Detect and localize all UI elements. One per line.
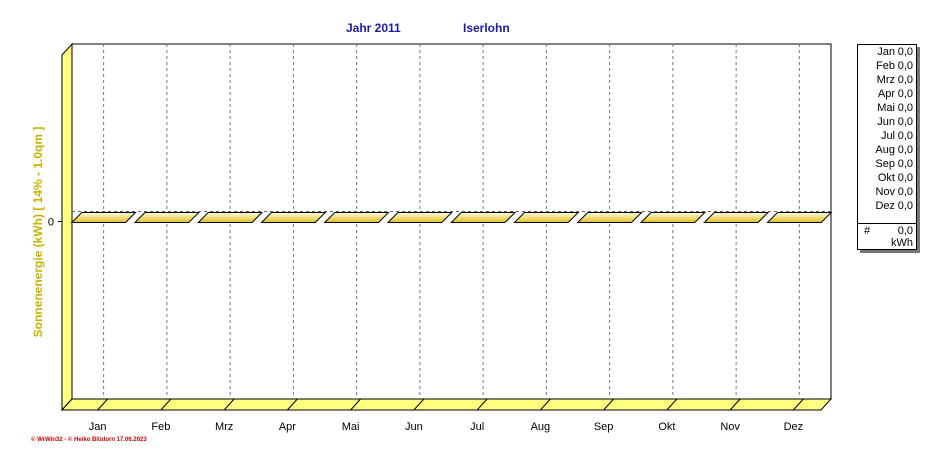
x-tick <box>97 398 108 411</box>
bar <box>513 212 580 223</box>
x-tick <box>729 398 741 411</box>
bar <box>766 212 833 223</box>
legend-row: Okt 0,0 <box>858 171 916 185</box>
legend: Jan 0,0 Feb 0,0 Mrz 0,0 Apr 0,0 Mai 0,0 Jun 0,0 Jul 0… <box>857 44 917 250</box>
legend-total-symbol: # <box>864 225 871 237</box>
x-tick <box>413 398 425 411</box>
x-tick-label: Jun <box>405 421 423 433</box>
bar <box>386 212 453 223</box>
x-tick <box>540 398 551 411</box>
left-wall <box>61 42 73 412</box>
x-tick-label: Jan <box>89 421 107 433</box>
legend-value: 0,0 <box>897 158 913 170</box>
footer-copyright: © WrWin32 - © Heiko Blüdorn 17.06.2023 <box>31 437 147 443</box>
legend-total: # 0,0 kWh <box>858 225 916 249</box>
floor <box>60 398 833 411</box>
legend-month: Mrz <box>876 74 895 86</box>
legend-value: 0,0 <box>897 88 913 100</box>
bar <box>576 212 643 223</box>
legend-unit: kWh <box>891 237 913 249</box>
plot-area <box>71 43 832 400</box>
x-tick-label: Aug <box>531 421 551 433</box>
bar <box>639 212 706 223</box>
legend-value: 0,0 <box>897 46 913 58</box>
legend-month: Jul <box>880 130 895 142</box>
legend-month: Jun <box>877 116 895 128</box>
legend-row: Jul 0,0 <box>858 129 916 143</box>
legend-month: Feb <box>876 60 895 72</box>
legend-row: Nov 0,0 <box>858 185 916 199</box>
legend-value: 0,0 <box>897 130 913 142</box>
x-tick-label: Mrz <box>215 421 233 433</box>
x-tick-label: Mai <box>342 421 360 433</box>
legend-value: 0,0 <box>897 144 913 156</box>
legend-value: 0,0 <box>897 200 913 212</box>
x-tick <box>350 398 361 411</box>
legend-row: Jun 0,0 <box>858 115 916 129</box>
legend-row: Feb 0,0 <box>858 59 916 73</box>
legend-month: Sep <box>875 158 895 170</box>
bar <box>70 212 137 223</box>
legend-row: Mrz 0,0 <box>858 73 916 87</box>
legend-month: Aug <box>875 144 895 156</box>
bar <box>450 212 517 223</box>
legend-month: Apr <box>877 88 895 100</box>
x-tick-label: Jul <box>470 421 484 433</box>
legend-row: Sep 0,0 <box>858 157 916 171</box>
x-tick <box>793 398 804 411</box>
chart-title-location: Iserlohn <box>463 21 510 35</box>
legend-month: Jan <box>877 46 895 58</box>
legend-month: Dez <box>875 200 895 212</box>
x-tick <box>160 398 172 411</box>
bar <box>323 212 390 223</box>
legend-month: Mai <box>877 102 895 114</box>
x-tick-label: Feb <box>151 421 170 433</box>
legend-row: Apr 0,0 <box>858 87 916 101</box>
x-tick-label: Apr <box>279 421 296 433</box>
legend-total-value: 0,0 <box>897 225 913 237</box>
legend-value: 0,0 <box>897 172 913 184</box>
x-tick <box>476 398 488 411</box>
bar <box>197 212 264 223</box>
legend-month: Okt <box>877 172 895 184</box>
legend-row: Dez 0,0 <box>858 199 916 213</box>
bar <box>133 212 200 223</box>
legend-separator <box>858 223 916 224</box>
x-tick-label: Dez <box>784 421 804 433</box>
x-tick <box>666 398 678 411</box>
x-tick <box>287 398 298 411</box>
legend-row: Mai 0,0 <box>858 101 916 115</box>
chart-title-year: Jahr 2011 <box>346 21 401 35</box>
y-tick-label: 0 <box>48 217 54 229</box>
legend-rows: Jan 0,0 Feb 0,0 Mrz 0,0 Apr 0,0 Mai 0,0 Jun 0,0 Jul 0… <box>858 45 916 213</box>
x-tick <box>223 398 235 411</box>
legend-row: Aug 0,0 <box>858 143 916 157</box>
legend-month: Nov <box>875 186 895 198</box>
legend-value: 0,0 <box>897 74 913 86</box>
legend-value: 0,0 <box>897 60 913 72</box>
legend-value: 0,0 <box>897 186 913 198</box>
legend-value: 0,0 <box>897 102 913 114</box>
legend-value: 0,0 <box>897 116 913 128</box>
x-tick <box>603 398 614 411</box>
bar <box>260 212 327 223</box>
bar <box>703 212 770 223</box>
x-tick-label: Sep <box>594 421 614 433</box>
x-tick-label: Okt <box>658 421 675 433</box>
x-tick-label: Nov <box>720 421 740 433</box>
legend-row: Jan 0,0 <box>858 45 916 59</box>
